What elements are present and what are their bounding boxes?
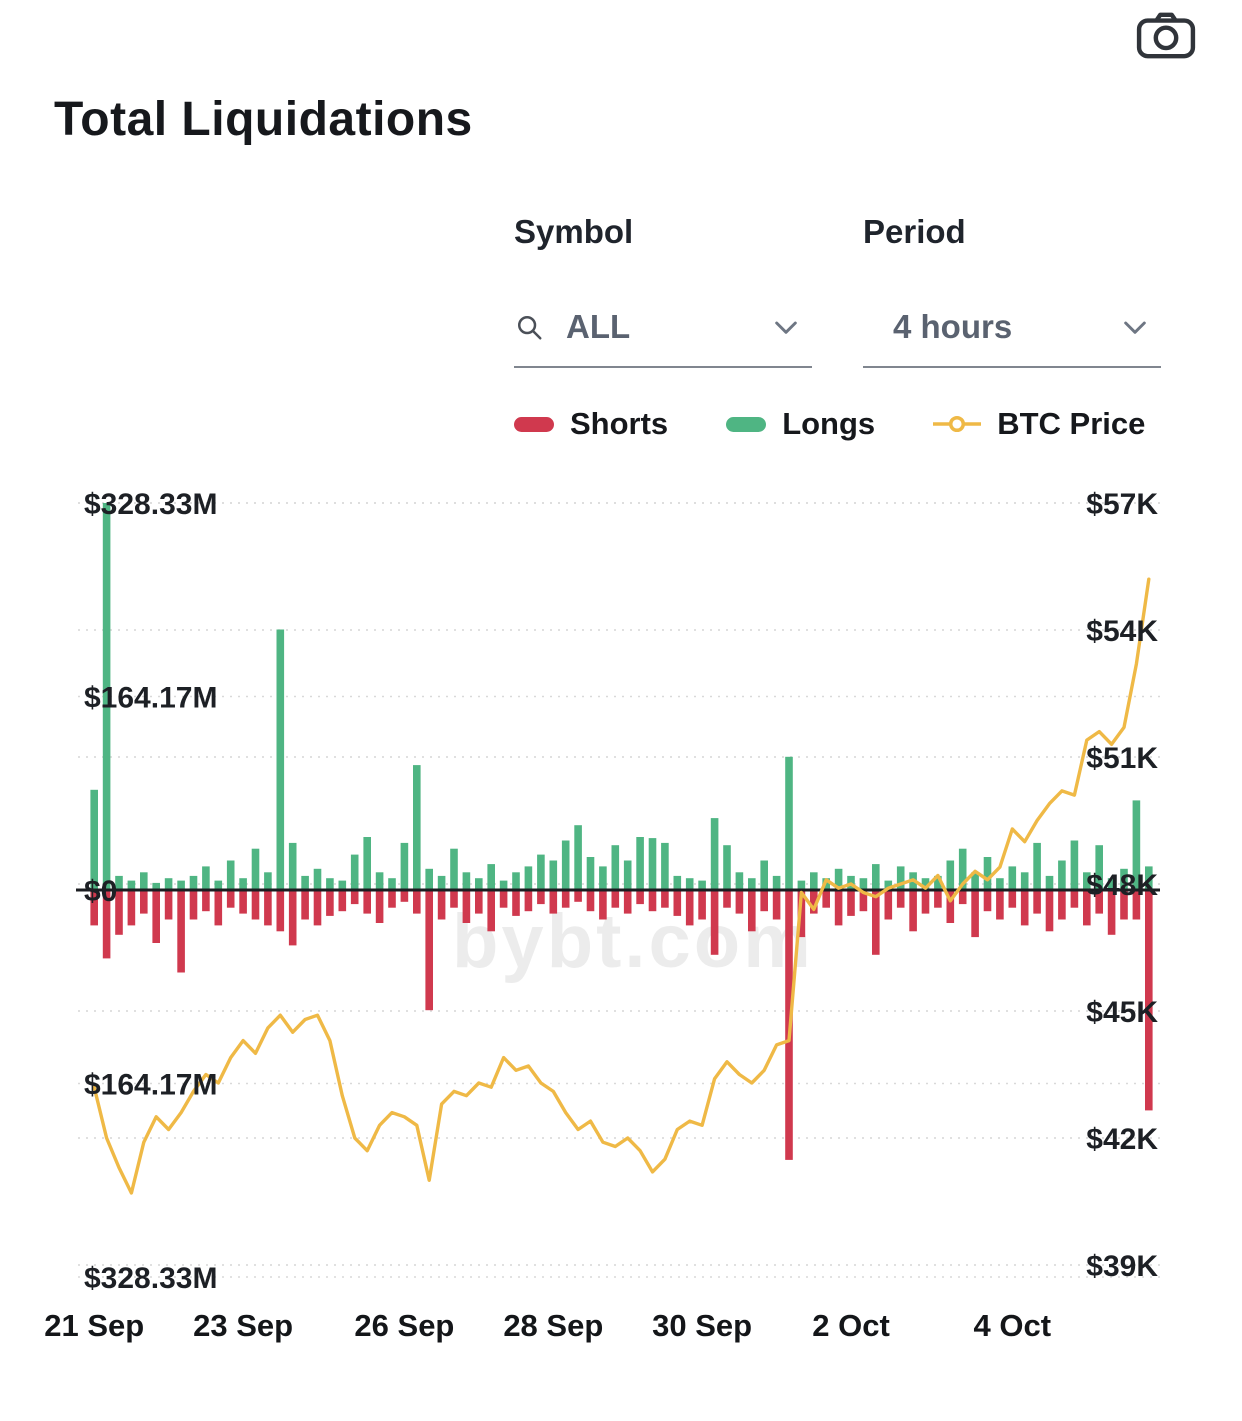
svg-text:$54K: $54K xyxy=(1086,615,1158,648)
svg-text:$164.17M: $164.17M xyxy=(84,682,217,715)
svg-text:21 Sep: 21 Sep xyxy=(44,1308,144,1343)
svg-text:30 Sep: 30 Sep xyxy=(652,1308,752,1343)
chart-legend: Shorts Longs BTC Price xyxy=(514,406,1145,442)
svg-text:28 Sep: 28 Sep xyxy=(503,1308,603,1343)
symbol-control: Symbol ALL xyxy=(514,212,812,368)
period-label: Period xyxy=(863,213,966,250)
symbol-value: ALL xyxy=(566,308,631,345)
svg-text:26 Sep: 26 Sep xyxy=(354,1308,454,1343)
svg-text:$57K: $57K xyxy=(1086,488,1158,521)
legend-label-btc-price: BTC Price xyxy=(997,406,1146,441)
symbol-label: Symbol xyxy=(514,213,634,250)
svg-text:$0: $0 xyxy=(84,875,117,908)
svg-text:$328.33M: $328.33M xyxy=(84,488,217,521)
longs-swatch xyxy=(726,416,767,432)
camera-icon xyxy=(1136,12,1196,59)
svg-text:2 Oct: 2 Oct xyxy=(812,1308,890,1343)
svg-text:$164.17M: $164.17M xyxy=(84,1069,217,1102)
svg-text:$48K: $48K xyxy=(1086,869,1158,902)
legend-label-shorts: Shorts xyxy=(570,406,669,441)
chevron-down-icon xyxy=(775,321,797,334)
page-title: Total Liquidations xyxy=(54,93,473,146)
period-value: 4 hours xyxy=(893,308,1013,345)
period-dropdown[interactable]: 4 hours xyxy=(863,288,1161,368)
symbol-dropdown[interactable]: ALL xyxy=(514,288,812,368)
svg-text:$39K: $39K xyxy=(1086,1250,1158,1283)
svg-text:$51K: $51K xyxy=(1086,742,1158,775)
shorts-swatch xyxy=(514,416,554,432)
svg-text:23 Sep: 23 Sep xyxy=(193,1308,293,1343)
svg-text:4 Oct: 4 Oct xyxy=(974,1308,1052,1343)
period-control: Period 4 hours xyxy=(863,212,1161,368)
btc-price-line-marker-icon xyxy=(933,415,982,433)
svg-text:$45K: $45K xyxy=(1086,996,1158,1029)
search-icon xyxy=(517,315,542,340)
legend-item-longs[interactable]: Longs xyxy=(726,406,875,442)
svg-text:$42K: $42K xyxy=(1086,1123,1158,1156)
svg-text:$328.33M: $328.33M xyxy=(84,1262,217,1295)
screenshot-camera-icon[interactable] xyxy=(1134,10,1198,62)
legend-item-shorts[interactable]: Shorts xyxy=(514,406,668,442)
chevron-down-icon xyxy=(1124,321,1146,334)
legend-item-btc-price[interactable]: BTC Price xyxy=(933,406,1145,442)
legend-label-longs: Longs xyxy=(782,406,876,441)
